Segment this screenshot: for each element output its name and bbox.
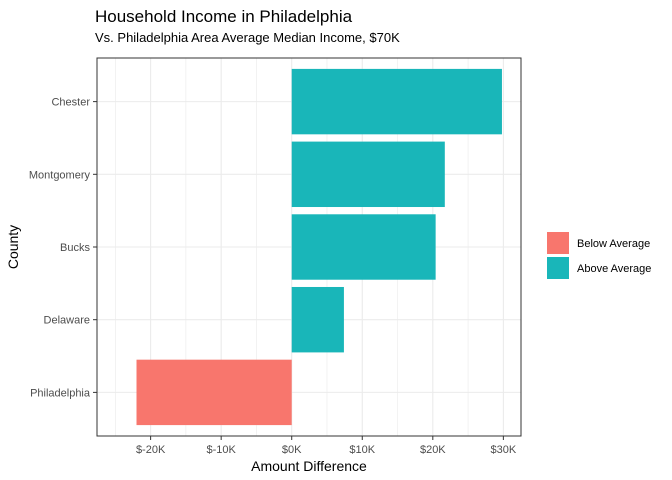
x-tick-label: $-20K [136,444,166,456]
y-tick-label: Chester [51,97,90,109]
x-tick-label: $30K [491,444,517,456]
y-tick-label: Delaware [44,315,90,327]
x-tick-label: $10K [349,444,375,456]
bar-delaware [291,286,344,353]
legend-key [547,257,569,279]
x-tick-label: $0K [282,444,302,456]
x-tick-label: $20K [420,444,446,456]
legend-label: Below Average [577,238,650,250]
y-tick-label: Bucks [60,242,90,254]
bar-montgomery [291,141,445,208]
y-axis: Chester Montgomery Bucks Delaware Philadelph… [29,97,97,399]
bar-philadelphia [136,359,292,426]
legend: Below Average Above Average [547,232,651,279]
y-axis-title: County [5,225,21,269]
plot-panel [96,57,522,437]
chart-subtitle: Vs. Philadelphia Area Average Median Inc… [95,30,400,45]
legend-label: Above Average [577,263,651,275]
bars [136,68,502,426]
chart-title: Household Income in Philadelphia [95,7,353,26]
x-axis-title: Amount Difference [251,458,367,474]
x-axis: $-20K $-10K $0K $10K $20K $30K [136,436,517,456]
y-tick-label: Philadelphia [30,387,91,399]
x-tick-label: $-10K [206,444,236,456]
y-tick-label: Montgomery [29,169,91,181]
legend-key [547,232,569,254]
bar-chester [291,68,502,135]
bar-bucks [291,214,436,280]
